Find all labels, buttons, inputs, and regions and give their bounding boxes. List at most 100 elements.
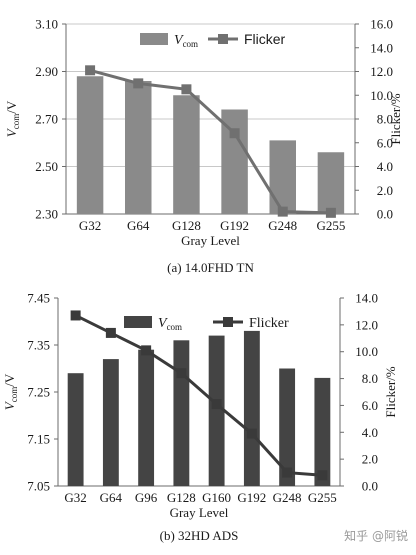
y-axis-title: Vcom/V bbox=[2, 373, 19, 410]
flicker-marker bbox=[246, 428, 257, 439]
y2-tick-label: 0.0 bbox=[377, 207, 393, 222]
watermark-text: 知乎 @阿锐 bbox=[344, 529, 408, 543]
x-tick-label: G96 bbox=[135, 490, 158, 505]
flicker-marker bbox=[141, 345, 152, 356]
legend-swatch-bar bbox=[140, 33, 168, 45]
bar-vcom bbox=[173, 95, 200, 214]
y-tick-label: 7.25 bbox=[27, 385, 50, 400]
bar-vcom bbox=[173, 340, 190, 486]
chart-a: 2.30 2.50 2.70 2.90 3.10 0.0 2.0 4.0 6.0 8.0 10.0 1… bbox=[4, 17, 403, 276]
flicker-marker bbox=[325, 207, 336, 218]
x-tick-label: G248 bbox=[268, 218, 297, 233]
legend-label-flicker: Flicker bbox=[249, 316, 289, 331]
flicker-marker bbox=[181, 84, 192, 95]
bar-vcom bbox=[314, 377, 331, 486]
bar-vcom bbox=[102, 359, 119, 486]
flicker-marker bbox=[176, 368, 187, 379]
legend-label-vcom-sub: com bbox=[167, 322, 183, 332]
y-axis-title-suffix: /V bbox=[4, 100, 19, 114]
x-tick-label: G32 bbox=[79, 218, 101, 233]
y2-tick-label: 2.0 bbox=[377, 183, 393, 198]
flicker-marker bbox=[229, 128, 240, 139]
x-tick-label: G192 bbox=[220, 218, 249, 233]
x-tick-label: G64 bbox=[100, 490, 123, 505]
bar-vcom bbox=[76, 76, 104, 214]
y-tick-label: 7.35 bbox=[27, 338, 50, 353]
x-tick-label: G32 bbox=[64, 490, 86, 505]
flicker-marker bbox=[85, 65, 96, 76]
y2-tick-label: 12.0 bbox=[370, 64, 393, 79]
y-tick-label: 7.15 bbox=[27, 432, 50, 447]
bar-vcom bbox=[243, 330, 260, 486]
y-axis-title-main: V bbox=[2, 400, 17, 410]
bar-vcom bbox=[67, 373, 84, 486]
bar-vcom bbox=[279, 368, 296, 486]
bar-vcom bbox=[138, 349, 155, 486]
y-tick-label: 2.70 bbox=[35, 112, 58, 127]
chart-caption: (a) 14.0FHD TN bbox=[167, 260, 254, 275]
bar-vcom bbox=[269, 140, 296, 214]
y2-axis-title: Flicker/% bbox=[383, 366, 398, 417]
y-axis-title-main: V bbox=[4, 127, 19, 137]
legend-label-vcom: Vcom bbox=[158, 316, 182, 332]
y-tick-label: 2.90 bbox=[35, 64, 58, 79]
y2-tick-label: 14.0 bbox=[370, 40, 393, 55]
y-axis-title-suffix: /V bbox=[2, 373, 17, 387]
y2-axis-title: Flicker/% bbox=[388, 93, 403, 144]
flicker-marker bbox=[277, 206, 288, 217]
bar-vcom bbox=[125, 81, 152, 214]
bar-vcom bbox=[317, 152, 345, 214]
y2-tick-label: 0.0 bbox=[362, 479, 378, 494]
x-tick-label: G64 bbox=[127, 218, 150, 233]
y2-tick-label: 14.0 bbox=[355, 291, 378, 306]
flicker-line bbox=[89, 68, 331, 215]
y2-tick-label: 4.0 bbox=[362, 425, 378, 440]
y2-tick-label: 8.0 bbox=[362, 371, 378, 386]
y2-tick-label: 4.0 bbox=[377, 159, 393, 174]
legend-label-vcom-main: V bbox=[174, 33, 184, 48]
legend-label-flicker: Flicker bbox=[244, 31, 286, 47]
y-tick-label: 2.50 bbox=[35, 159, 58, 174]
y-tick-label: 2.30 bbox=[35, 207, 58, 222]
y-axis-title-sub: com bbox=[9, 387, 19, 403]
legend-swatch-bar bbox=[124, 316, 152, 328]
y2-tick-label: 6.0 bbox=[377, 135, 393, 150]
legend-swatch-marker bbox=[223, 317, 233, 327]
x-tick-label: G192 bbox=[237, 490, 266, 505]
x-tick-label: G255 bbox=[308, 490, 337, 505]
flicker-marker bbox=[211, 399, 222, 410]
x-tick-label: G160 bbox=[202, 490, 231, 505]
y-tick-label: 7.45 bbox=[27, 291, 50, 306]
x-tick-label: G128 bbox=[172, 218, 201, 233]
legend-label-vcom-main: V bbox=[158, 316, 168, 331]
flicker-marker bbox=[105, 327, 116, 338]
flicker-marker bbox=[282, 467, 293, 478]
x-tick-label: G248 bbox=[273, 490, 302, 505]
legend-label-vcom-sub: com bbox=[183, 39, 199, 49]
chart-caption: (b) 32HD ADS bbox=[160, 528, 239, 543]
legend-label-vcom: Vcom bbox=[174, 33, 198, 49]
y2-tick-label: 8.0 bbox=[377, 112, 393, 127]
y2-tick-label: 2.0 bbox=[362, 452, 378, 467]
legend-swatch-marker bbox=[218, 34, 228, 44]
y2-tick-label: 16.0 bbox=[370, 17, 393, 32]
y2-tick-label: 12.0 bbox=[355, 317, 378, 332]
x-axis-title: Gray Level bbox=[181, 233, 240, 248]
flicker-marker bbox=[317, 470, 328, 481]
flicker-marker bbox=[133, 78, 144, 89]
x-tick-label: G128 bbox=[167, 490, 196, 505]
x-axis-title: Gray Level bbox=[170, 505, 229, 520]
flicker-marker bbox=[70, 310, 81, 321]
x-tick-label: G255 bbox=[316, 218, 345, 233]
y-axis-title: Vcom/V bbox=[4, 100, 21, 137]
y2-tick-label: 6.0 bbox=[362, 398, 378, 413]
y-axis-title-sub: com bbox=[11, 114, 21, 130]
y2-tick-label: 10.0 bbox=[370, 88, 393, 103]
y2-tick-label: 10.0 bbox=[355, 344, 378, 359]
flicker-line bbox=[74, 314, 323, 477]
bar-vcom bbox=[208, 335, 225, 486]
chart-b: 7.05 7.15 7.25 7.35 7.45 0.0 2.0 4.0 6.0 8.0 10.0 1… bbox=[2, 291, 398, 544]
y-tick-label: 3.10 bbox=[35, 17, 58, 32]
y-tick-label: 7.05 bbox=[27, 479, 50, 494]
